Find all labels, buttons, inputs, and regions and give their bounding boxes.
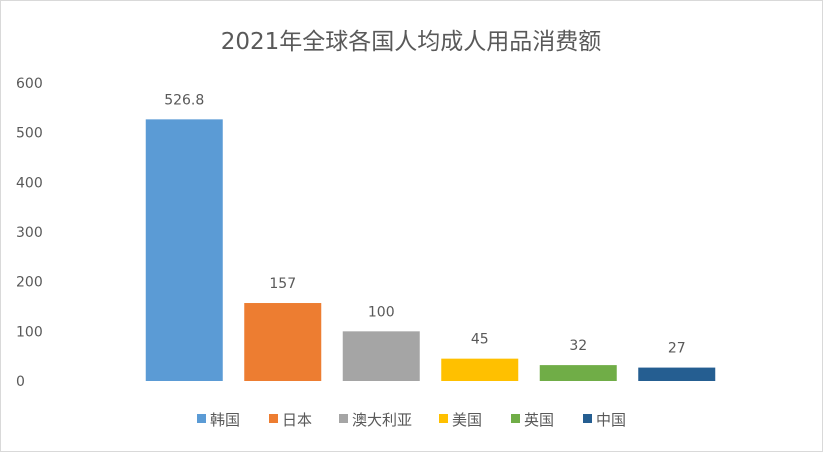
legend-label: 澳大利亚 <box>352 411 412 429</box>
data-label: 27 <box>668 341 686 357</box>
legend-swatch <box>339 414 348 423</box>
data-label: 45 <box>471 332 489 348</box>
bar-6 <box>638 367 716 381</box>
data-label: 526.8 <box>164 92 204 108</box>
y-tick-label: 300 <box>16 225 43 241</box>
y-tick-label: 100 <box>16 324 43 340</box>
bar-5 <box>539 365 617 381</box>
data-label: 157 <box>269 276 296 292</box>
legend-swatch <box>269 414 278 423</box>
legend-label: 美国 <box>452 411 482 429</box>
y-tick-label: 0 <box>16 374 25 390</box>
legend-swatch <box>583 414 592 423</box>
y-tick-label: 200 <box>16 275 43 291</box>
legend-label: 英国 <box>524 411 554 429</box>
y-tick-label: 600 <box>16 76 43 92</box>
bar-2 <box>244 303 322 381</box>
data-labels: 526.8 157 100 45 32 27 <box>164 92 685 356</box>
legend-swatch <box>511 414 520 423</box>
bars <box>145 119 716 381</box>
y-axis: 0 100 200 300 400 500 600 <box>16 76 43 390</box>
y-tick-label: 400 <box>16 175 43 191</box>
legend-label: 日本 <box>282 411 312 429</box>
legend-label: 韩国 <box>210 411 240 429</box>
bar-1 <box>145 119 223 381</box>
bar-3 <box>342 331 420 381</box>
legend: 韩国 日本 澳大利亚 美国 英国 中国 <box>197 411 626 429</box>
bar-4 <box>441 358 519 381</box>
data-label: 100 <box>368 304 395 320</box>
data-label: 32 <box>569 338 587 354</box>
y-tick-label: 500 <box>16 126 43 142</box>
legend-label: 中国 <box>596 411 626 429</box>
legend-swatch <box>439 414 448 423</box>
chart-title: 2021年全球各国人均成人用品消费额 <box>221 29 602 55</box>
legend-swatch <box>197 414 206 423</box>
